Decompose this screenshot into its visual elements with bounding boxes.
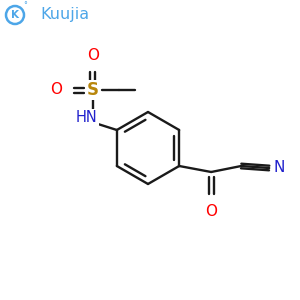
Text: °: ° — [23, 2, 27, 10]
Text: N: N — [274, 160, 285, 175]
Text: O: O — [87, 47, 99, 62]
Text: HN: HN — [76, 110, 98, 125]
Text: O: O — [205, 203, 217, 218]
Text: S: S — [87, 81, 99, 99]
Text: K: K — [11, 10, 19, 20]
Text: O: O — [50, 82, 62, 98]
Text: Kuujia: Kuujia — [40, 7, 89, 22]
